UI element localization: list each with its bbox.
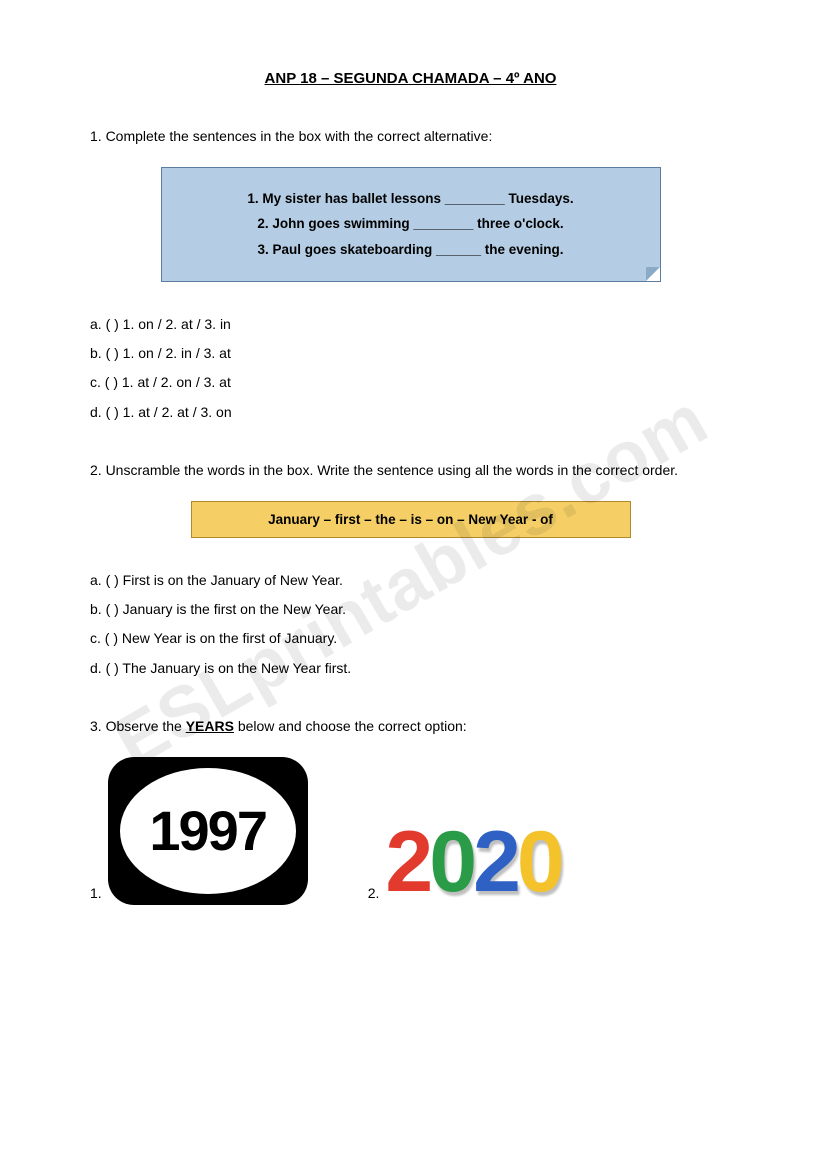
year-2020-group: 2. 2020 <box>368 819 561 905</box>
q1-options: a. ( ) 1. on / 2. at / 3. in b. ( ) 1. o… <box>90 310 731 428</box>
q1-prompt: 1. Complete the sentences in the box wit… <box>90 127 731 147</box>
year-1997-group: 1. 1997 <box>90 757 308 905</box>
q2-box: January – first – the – is – on – New Ye… <box>191 501 631 538</box>
q2-option-d[interactable]: d. ( ) The January is on the New Year fi… <box>90 654 731 683</box>
page-title: ANP 18 – SEGUNDA CHAMADA – 4º ANO <box>90 70 731 87</box>
q3-prompt-bold: YEARS <box>186 718 234 734</box>
q3-prompt: 3. Observe the YEARS below and choose th… <box>90 717 731 737</box>
q2-options: a. ( ) First is on the January of New Ye… <box>90 566 731 684</box>
year2-digit-2: 0 <box>429 819 473 905</box>
q1-option-d[interactable]: d. ( ) 1. at / 2. at / 3. on <box>90 398 731 427</box>
year2-digit-3: 2 <box>473 819 517 905</box>
q1-option-b[interactable]: b. ( ) 1. on / 2. in / 3. at <box>90 339 731 368</box>
q3-prompt-post: below and choose the correct option: <box>234 718 467 734</box>
year-2020-digits: 2020 <box>385 819 560 905</box>
year2-digit-4: 0 <box>517 819 561 905</box>
year1-label: 1. <box>90 885 102 901</box>
year-1997-badge: 1997 <box>108 757 308 905</box>
year2-label: 2. <box>368 885 380 901</box>
q1-option-a[interactable]: a. ( ) 1. on / 2. at / 3. in <box>90 310 731 339</box>
q2-option-b[interactable]: b. ( ) January is the first on the New Y… <box>90 595 731 624</box>
year-1997-value: 1997 <box>120 768 296 894</box>
q3-prompt-pre: 3. Observe the <box>90 718 186 734</box>
q1-box: 1. My sister has ballet lessons ________… <box>161 167 661 282</box>
q1-box-line: 2. John goes swimming ________ three o'c… <box>192 211 630 237</box>
q1-box-line: 1. My sister has ballet lessons ________… <box>192 186 630 212</box>
q1-box-line: 3. Paul goes skateboarding ______ the ev… <box>192 237 630 263</box>
q2-option-a[interactable]: a. ( ) First is on the January of New Ye… <box>90 566 731 595</box>
q2-prompt: 2. Unscramble the words in the box. Writ… <box>90 461 731 481</box>
q2-option-c[interactable]: c. ( ) New Year is on the first of Janua… <box>90 624 731 653</box>
q1-option-c[interactable]: c. ( ) 1. at / 2. on / 3. at <box>90 368 731 397</box>
years-row: 1. 1997 2. 2020 <box>90 757 731 905</box>
year2-digit-1: 2 <box>385 819 429 905</box>
